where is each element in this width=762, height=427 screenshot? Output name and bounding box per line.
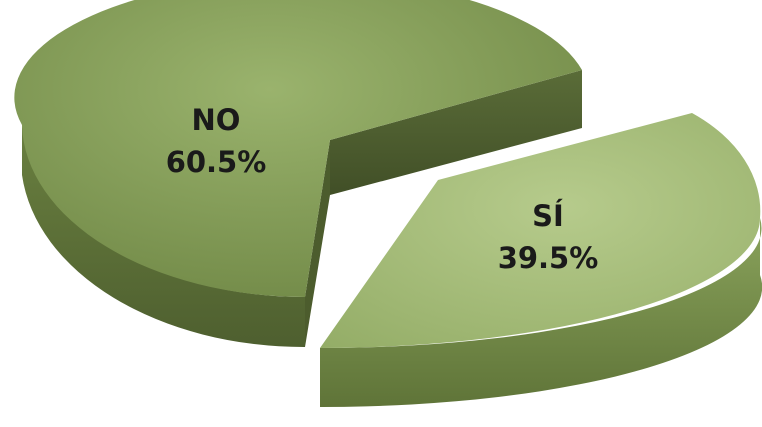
slice-si-side (320, 218, 762, 408)
slice-no-cut (330, 70, 582, 195)
slice-si-top (320, 113, 761, 348)
pie-slice-no (14, 0, 582, 348)
label-si-category: SÍ (532, 199, 564, 233)
pie-slice-si (320, 113, 762, 408)
slice-no-side (22, 125, 305, 348)
label-si-value: 39.5% (498, 241, 599, 275)
label-no-category: NO (192, 103, 241, 137)
slice-no-cut-2 (305, 140, 330, 347)
slice-no-top (14, 0, 582, 297)
label-no-value: 60.5% (166, 145, 267, 179)
